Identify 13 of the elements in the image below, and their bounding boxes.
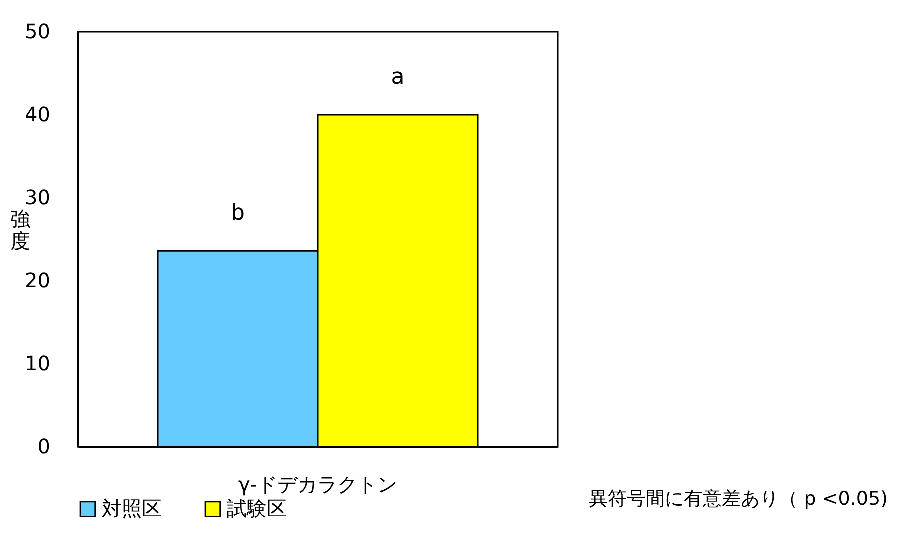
annotation: a xyxy=(391,65,405,90)
y-tick-label: 40 xyxy=(25,102,50,126)
x-tick-label: γ-ドデカラクトン xyxy=(238,472,398,496)
legend-label: 試験区 xyxy=(227,496,287,520)
legend-label: 対照区 xyxy=(102,496,162,520)
y-tick-label: 0 xyxy=(38,434,50,458)
y-axis-title: 強度 xyxy=(10,207,30,253)
text: 異符号間に有意差あり（ p <0.05) xyxy=(589,488,888,510)
y-tick-label: 50 xyxy=(25,20,50,44)
y-tick-label: 20 xyxy=(25,268,50,292)
y-tick-label: 10 xyxy=(25,352,50,376)
y-tick-label: 30 xyxy=(25,186,50,210)
annotation: b xyxy=(231,201,245,226)
